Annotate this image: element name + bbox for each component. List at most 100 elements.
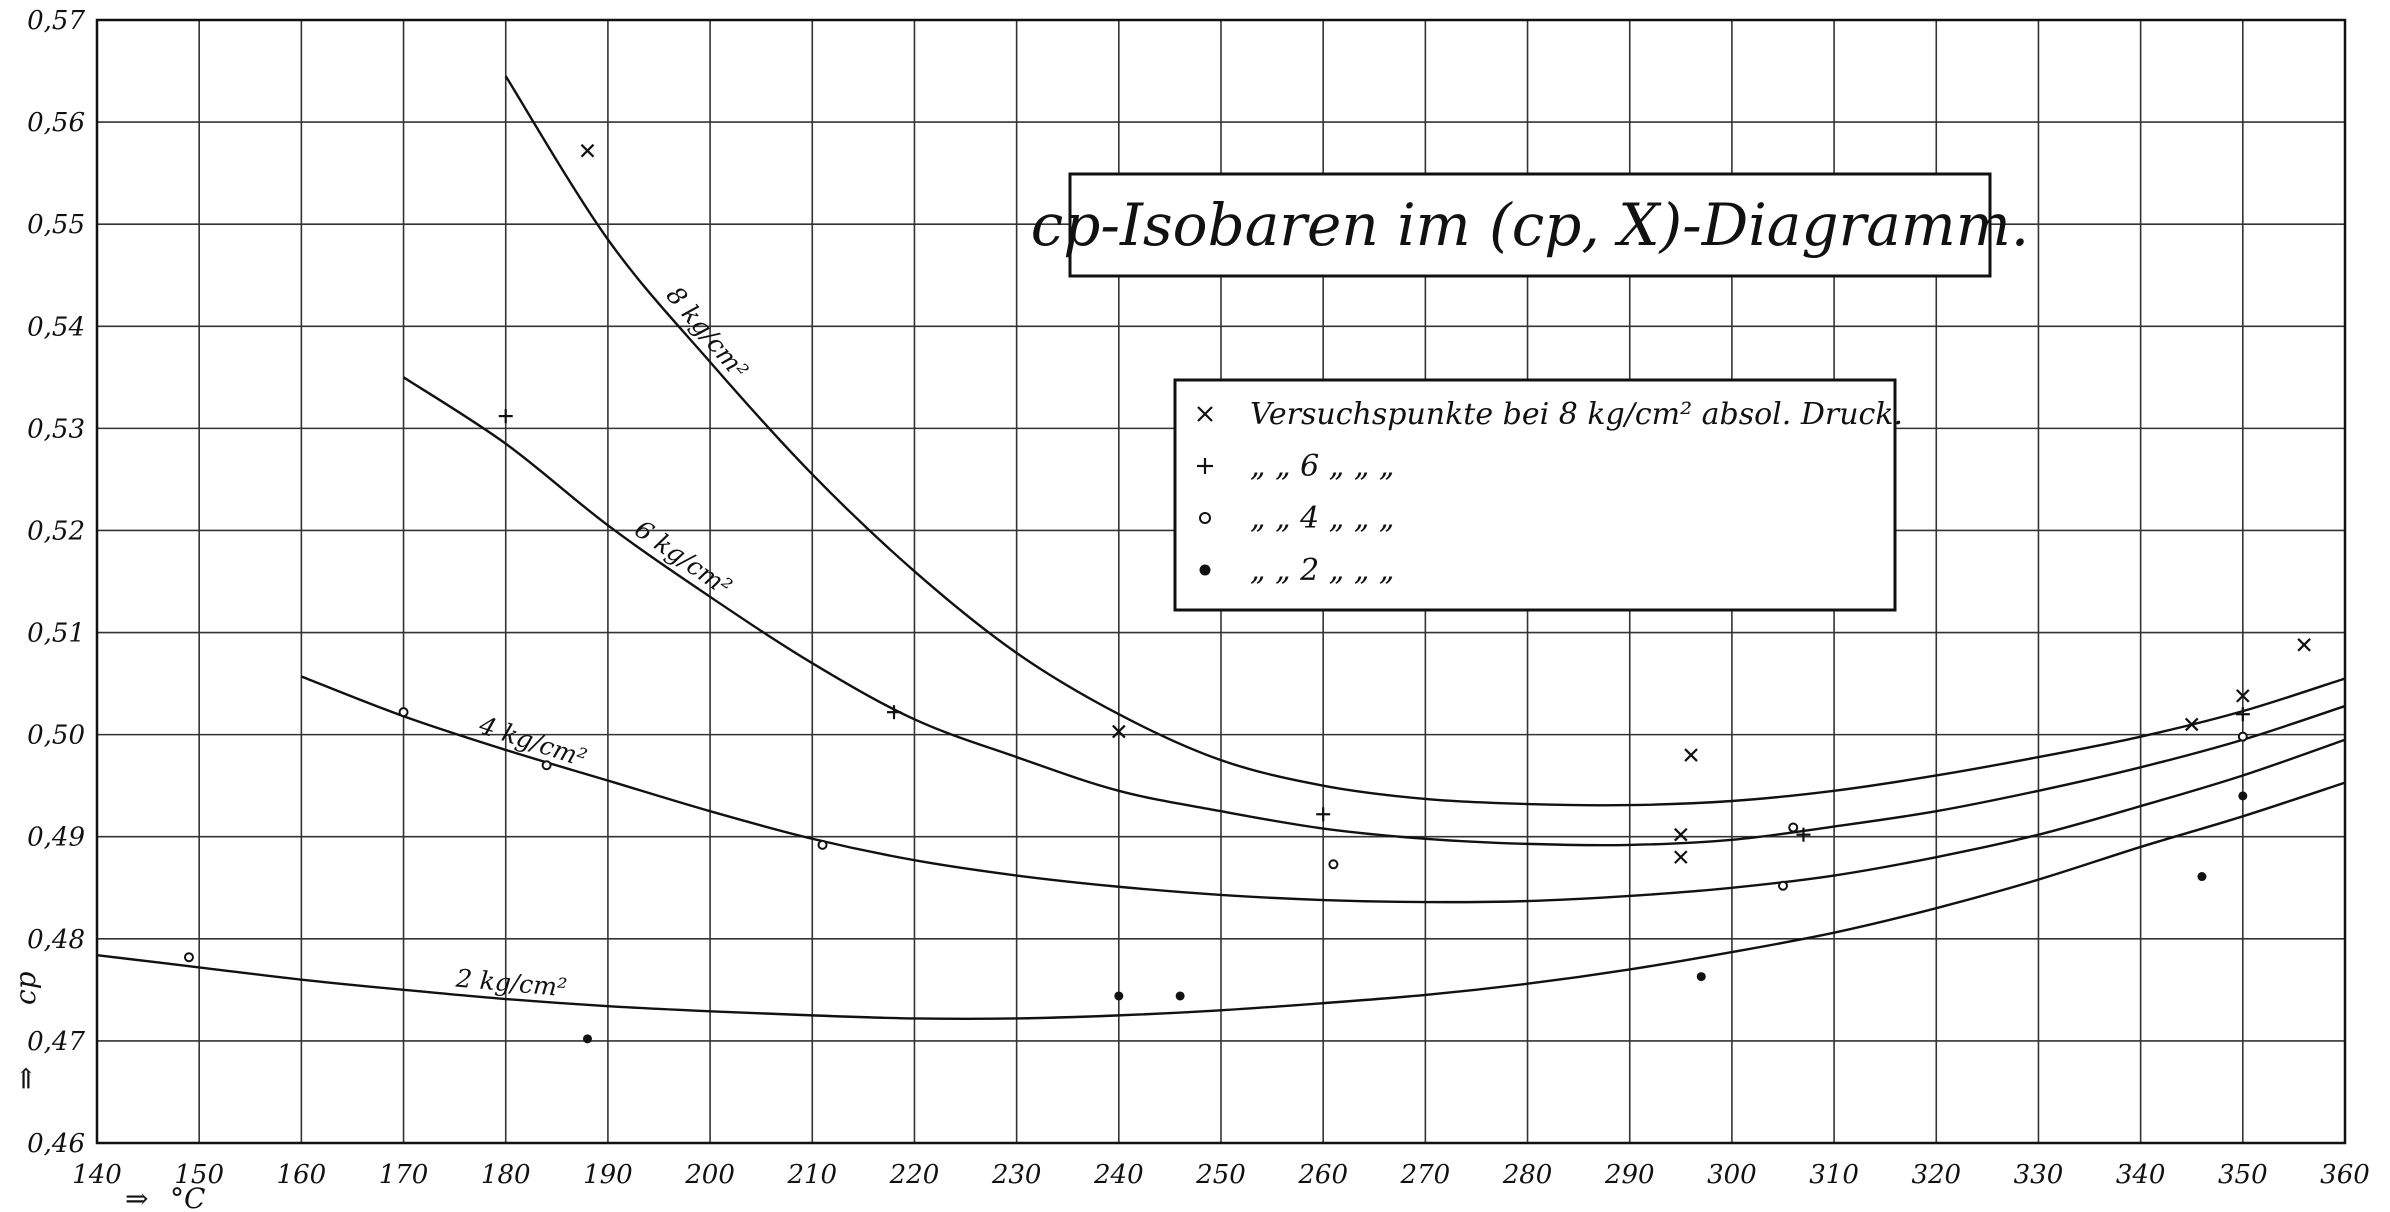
- title-box: cp-Isobaren im (cp, X)-Diagramm.: [1031, 172, 2029, 278]
- x-tick-label: 200: [684, 1160, 735, 1190]
- point-x-marker: [580, 143, 595, 158]
- point-dot-marker: [2238, 791, 2248, 801]
- x-tick-label: 230: [991, 1160, 1042, 1190]
- x-tick-label: 220: [889, 1160, 940, 1190]
- x-tick-label: 360: [2320, 1160, 2370, 1190]
- y-tick-label: 0,56: [27, 108, 85, 138]
- y-tick-label: 0,50: [27, 721, 85, 751]
- point-circle-marker: [398, 707, 409, 718]
- x-tick-label: 280: [1502, 1160, 1553, 1190]
- isobar-curve-1: [504, 75, 2346, 807]
- point-x-marker: [2297, 638, 2311, 652]
- y-tick-label: 0,57: [27, 6, 85, 36]
- x-tick-label: 260: [1297, 1160, 1348, 1190]
- legend-marker-1-stroke: [1197, 406, 1213, 422]
- point-x-marker: [1112, 724, 1126, 739]
- x-tick-label: 250: [1195, 1160, 1246, 1190]
- x-axis-label: °C: [170, 1182, 205, 1212]
- chart-title: cp-Isobaren im (cp, X)-Diagramm.: [1031, 191, 2029, 259]
- point-x-marker: [1684, 748, 1698, 762]
- x-tick-label: 270: [1400, 1160, 1451, 1190]
- legend-marker-2: [1197, 458, 1213, 474]
- legend-row-2: „ „ 6 „ „ „: [1250, 449, 1394, 484]
- point-x-marker: [1674, 827, 1688, 842]
- point-dot-marker: [2197, 872, 2207, 882]
- point-plus-marker: [887, 705, 902, 720]
- x-axis-arrow: ⇒: [125, 1182, 148, 1212]
- axis-labels: °C cp ⇒ ⇒: [9, 971, 205, 1212]
- legend-marker-3: [1199, 512, 1211, 524]
- point-plus-marker: [1316, 807, 1331, 822]
- legend-row-3: „ „ 4 „ „ „: [1250, 501, 1394, 536]
- legend-row-4: „ „ 2 „ „ „: [1250, 553, 1394, 588]
- point-x-marker-stroke: [1674, 827, 1688, 842]
- point-x-marker-stroke: [2184, 717, 2199, 732]
- isobar-curve-3: [300, 675, 2346, 904]
- x-tick-label: 320: [1911, 1160, 1961, 1190]
- point-dot-marker: [1175, 991, 1185, 1001]
- x-tick-label: 190: [583, 1160, 633, 1190]
- x-tick-label: 240: [1093, 1160, 1144, 1190]
- x-tick-label: 300: [1707, 1160, 1757, 1190]
- point-dot-marker: [582, 1034, 592, 1044]
- legend: Versuchspunkte bei 8 kg/cm² absol. Druck…: [1173, 378, 1903, 612]
- x-tick-label: 340: [2116, 1160, 2166, 1190]
- point-circle-marker: [1778, 880, 1788, 891]
- point-circle-marker: [541, 760, 552, 771]
- x-tick-label: 160: [277, 1160, 327, 1190]
- x-tick-label: 140: [72, 1160, 122, 1190]
- isobar-curve-4: [96, 781, 2346, 1021]
- point-plus-marker: [498, 409, 513, 424]
- legend-rows: Versuchspunkte bei 8 kg/cm² absol. Druck…: [1197, 397, 1903, 588]
- point-x-marker-stroke: [1684, 748, 1698, 762]
- point-x-marker: [1674, 850, 1688, 864]
- x-tick-label: 180: [481, 1160, 531, 1190]
- point-x-marker: [2236, 689, 2250, 703]
- x-tick-label: 150: [174, 1160, 224, 1190]
- curve-label-1: 8 kg/cm²: [661, 281, 754, 385]
- point-dot-marker: [1114, 991, 1124, 1001]
- point-x-marker-stroke: [1112, 724, 1126, 739]
- point-circle-marker: [817, 839, 828, 850]
- point-circle-marker: [183, 952, 194, 963]
- legend-row-1: Versuchspunkte bei 8 kg/cm² absol. Druck…: [1250, 397, 1903, 432]
- legend-marker-4: [1199, 564, 1211, 576]
- curve-label-2: 6 kg/cm²: [629, 514, 737, 601]
- isobar-curves: [96, 75, 2346, 1021]
- x-tick-label: 170: [379, 1160, 429, 1190]
- measurement-points: [183, 143, 2311, 1044]
- x-tick-label: 290: [1604, 1160, 1655, 1190]
- x-tick-label: 210: [786, 1160, 837, 1190]
- y-tick-label: 0,51: [27, 619, 85, 649]
- point-x-marker-stroke: [2236, 689, 2250, 703]
- point-x-marker-stroke: [580, 143, 595, 158]
- point-plus-marker: [2235, 707, 2250, 722]
- point-circle-marker: [2237, 731, 2248, 742]
- point-plus-marker: [1796, 827, 1811, 842]
- x-tick-label: 350: [2218, 1160, 2268, 1190]
- point-dot-marker: [1696, 972, 1706, 982]
- y-tick-label: 0,55: [27, 210, 85, 240]
- y-tick-label: 0,47: [27, 1027, 85, 1057]
- point-x-marker: [2184, 717, 2199, 732]
- y-axis-label: cp: [9, 971, 42, 1005]
- point-x-marker-stroke: [1674, 850, 1688, 864]
- point-circle-marker: [1788, 822, 1799, 833]
- y-axis-arrow: ⇒: [9, 1067, 42, 1090]
- y-tick-label: 0,54: [27, 312, 85, 342]
- curve-label-3: 4 kg/cm²: [475, 710, 591, 773]
- tick-labels: 140 150 160 170 180 190 200 210 220 230 240 250 260 2…: [27, 6, 2370, 1190]
- point-x-marker-stroke: [2297, 638, 2311, 652]
- x-tick-label: 330: [2014, 1160, 2064, 1190]
- y-tick-label: 0,46: [27, 1129, 85, 1159]
- point-circle-marker: [1328, 859, 1339, 870]
- y-tick-label: 0,53: [27, 414, 85, 444]
- isobar-curve-2: [402, 376, 2346, 847]
- plot-frame: [95, 18, 2347, 1145]
- x-tick-label: 310: [1809, 1160, 1859, 1190]
- y-tick-label: 0,49: [27, 823, 85, 853]
- y-tick-label: 0,52: [27, 516, 85, 546]
- legend-marker-1: [1197, 406, 1213, 422]
